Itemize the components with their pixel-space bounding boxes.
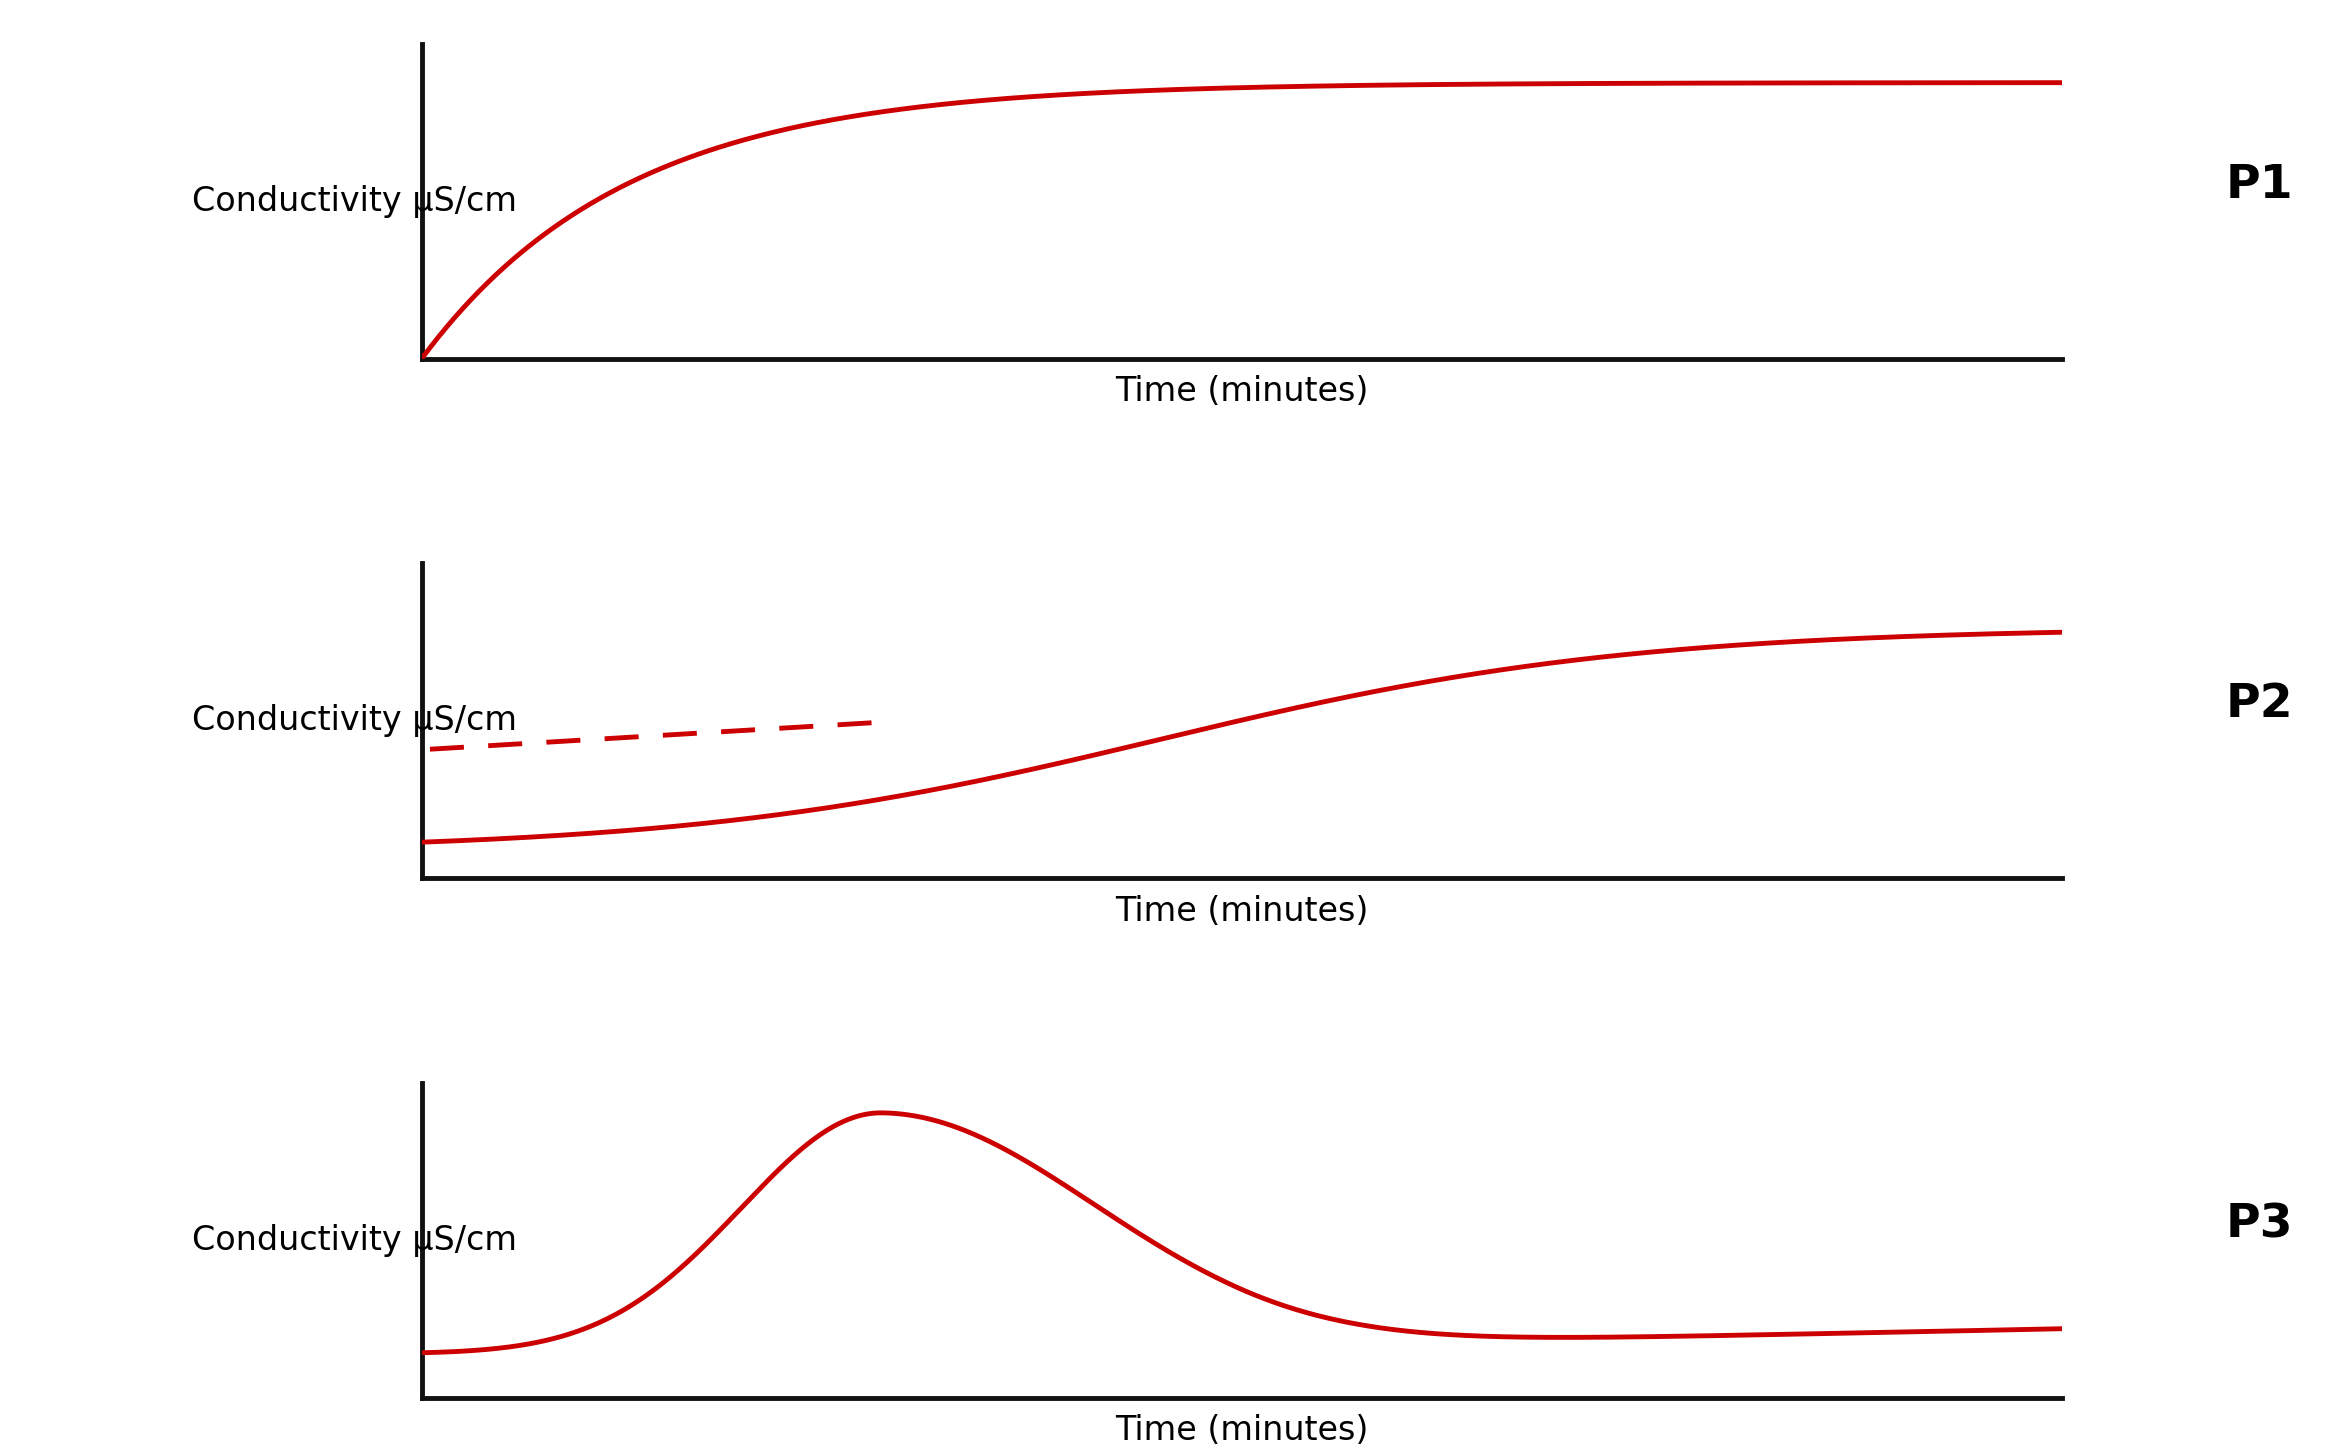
Text: Conductivity μS/cm: Conductivity μS/cm xyxy=(192,705,518,737)
Text: Conductivity μS/cm: Conductivity μS/cm xyxy=(192,1224,518,1257)
X-axis label: Time (minutes): Time (minutes) xyxy=(1115,1414,1368,1447)
Text: P1: P1 xyxy=(2226,163,2294,208)
X-axis label: Time (minutes): Time (minutes) xyxy=(1115,376,1368,408)
Text: Conductivity μS/cm: Conductivity μS/cm xyxy=(192,185,518,217)
Text: P3: P3 xyxy=(2226,1203,2294,1246)
X-axis label: Time (minutes): Time (minutes) xyxy=(1115,895,1368,927)
Text: P2: P2 xyxy=(2226,683,2294,728)
